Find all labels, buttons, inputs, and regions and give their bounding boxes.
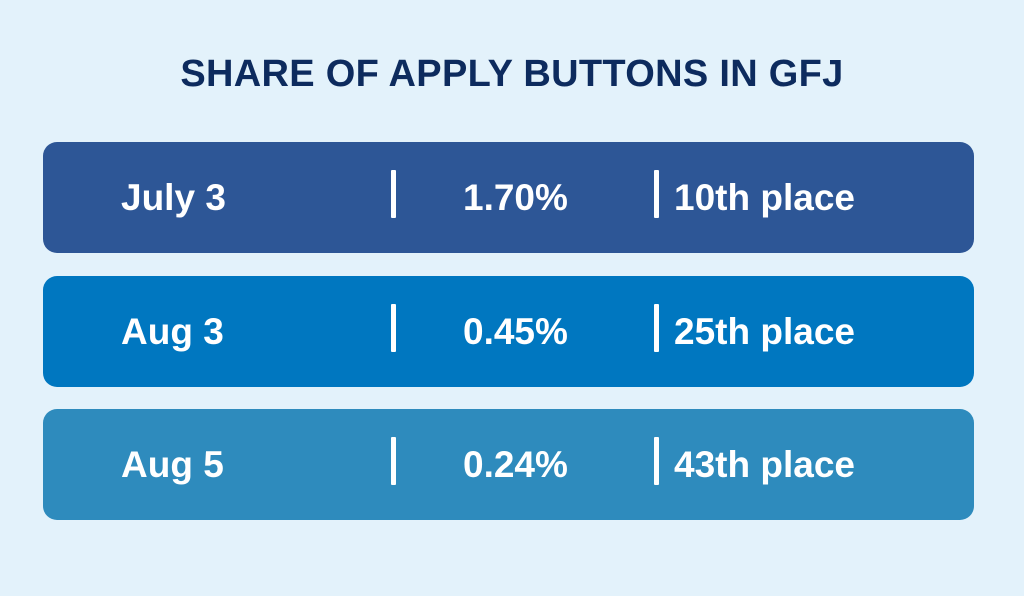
row-share: 1.70%	[463, 177, 568, 218]
stat-row-aug-3: Aug 3 0.45% 25th place	[43, 276, 974, 387]
row-place: 25th place	[674, 311, 855, 352]
divider-line	[654, 437, 659, 485]
divider-line	[654, 170, 659, 218]
stat-row-aug-5: Aug 5 0.24% 43th place	[43, 409, 974, 520]
divider-line	[391, 170, 396, 218]
divider-line	[654, 304, 659, 352]
row-date: Aug 3	[121, 311, 224, 352]
row-place: 43th place	[674, 444, 855, 485]
divider-line	[391, 304, 396, 352]
row-place: 10th place	[674, 177, 855, 218]
page-title: SHARE OF APPLY BUTTONS IN GFJ	[180, 53, 844, 95]
row-date: Aug 5	[121, 444, 224, 485]
row-share: 0.45%	[463, 311, 568, 352]
divider-line	[391, 437, 396, 485]
row-date: July 3	[121, 177, 226, 218]
row-share: 0.24%	[463, 444, 568, 485]
stat-row-july-3: July 3 1.70% 10th place	[43, 142, 974, 253]
